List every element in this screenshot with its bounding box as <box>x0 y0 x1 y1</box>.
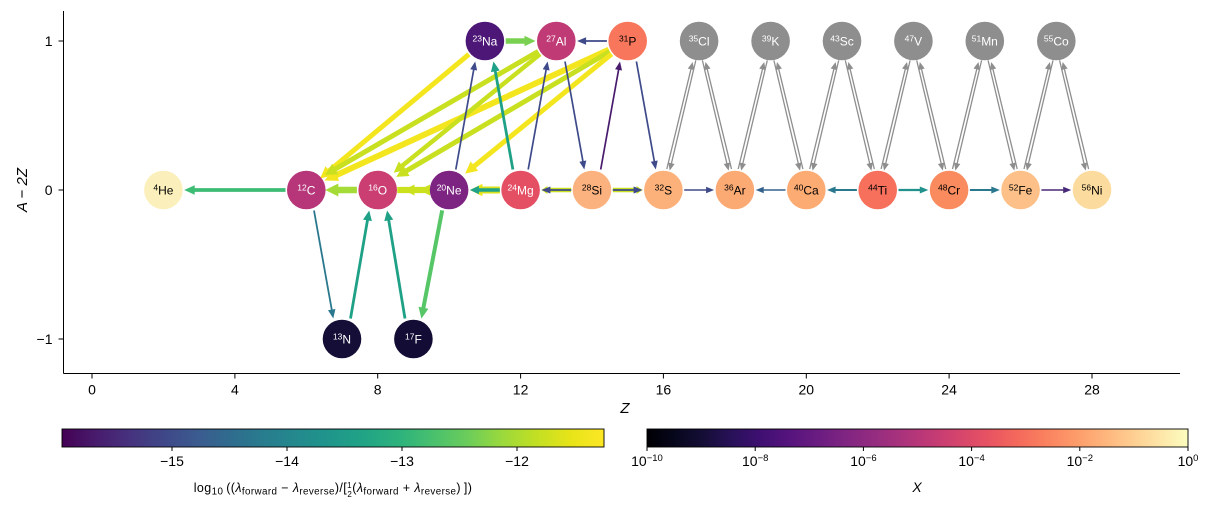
svg-text:12C: 12C <box>297 183 315 198</box>
svg-text:A − 2Z: A − 2Z <box>14 167 31 213</box>
svg-text:31P: 31P <box>619 34 636 49</box>
svg-text:44Ti: 44Ti <box>868 183 887 198</box>
svg-text:35Cl: 35Cl <box>689 34 710 49</box>
svg-text:32S: 32S <box>655 183 672 198</box>
svg-text:27Al: 27Al <box>546 34 566 49</box>
svg-text:−15: −15 <box>160 453 184 469</box>
svg-text:−12: −12 <box>505 453 529 469</box>
svg-text:0: 0 <box>88 382 96 398</box>
svg-text:20Ne: 20Ne <box>437 183 462 198</box>
svg-text:52Fe: 52Fe <box>1009 183 1033 198</box>
svg-text:16: 16 <box>656 382 672 398</box>
svg-text:24Mg: 24Mg <box>508 183 534 198</box>
svg-text:Z: Z <box>619 400 630 417</box>
svg-text:20: 20 <box>799 382 815 398</box>
svg-text:8: 8 <box>374 382 382 398</box>
svg-text:−13: −13 <box>390 453 414 469</box>
svg-text:39K: 39K <box>762 34 779 49</box>
svg-text:13N: 13N <box>333 332 351 347</box>
svg-text:48Cr: 48Cr <box>938 183 960 198</box>
svg-text:23Na: 23Na <box>472 34 497 49</box>
svg-text:17F: 17F <box>405 332 422 347</box>
svg-text:43Sc: 43Sc <box>830 34 853 49</box>
svg-text:24: 24 <box>941 382 957 398</box>
svg-text:16O: 16O <box>368 183 387 198</box>
svg-text:12: 12 <box>513 382 529 398</box>
svg-text:28: 28 <box>1084 382 1100 398</box>
svg-text:36Ar: 36Ar <box>724 183 745 198</box>
svg-text:55Co: 55Co <box>1044 34 1069 49</box>
svg-text:−1: −1 <box>37 331 53 347</box>
svg-text:4: 4 <box>231 382 239 398</box>
svg-text:4He: 4He <box>153 183 173 198</box>
svg-text:X: X <box>911 479 922 495</box>
svg-text:51Mn: 51Mn <box>972 34 998 49</box>
svg-text:47V: 47V <box>905 34 922 49</box>
svg-text:40Ca: 40Ca <box>794 183 819 198</box>
svg-text:1: 1 <box>45 33 53 49</box>
svg-text:28Si: 28Si <box>582 183 602 198</box>
svg-text:56Ni: 56Ni <box>1082 183 1103 198</box>
svg-text:−14: −14 <box>275 453 299 469</box>
svg-text:0: 0 <box>45 182 53 198</box>
